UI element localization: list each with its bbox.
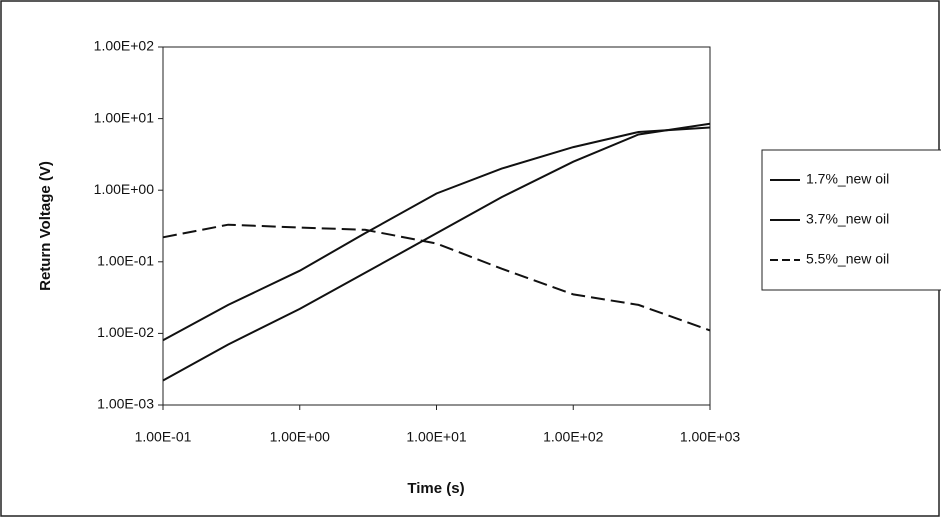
x-tick-label: 1.00E+03 [680, 429, 741, 445]
y-tick-label: 1.00E-02 [97, 324, 154, 340]
x-axis-title: Time (s) [407, 480, 464, 497]
x-tick-label: 1.00E+02 [543, 429, 604, 445]
y-tick-label: 1.00E-01 [97, 253, 154, 269]
series-line [162, 122, 711, 382]
legend-label: 1.7%_new oil [806, 171, 889, 187]
x-tick-label: 1.00E+01 [406, 429, 467, 445]
y-tick-label: 1.00E-03 [97, 396, 154, 412]
legend-label: 3.7%_new oil [806, 211, 889, 227]
x-tick-label: 1.00E+00 [270, 429, 331, 445]
y-axis-title: Return Voltage (V) [37, 161, 54, 291]
y-tick-label: 1.00E+01 [94, 109, 155, 125]
y-tick-label: 1.00E+00 [94, 181, 155, 197]
y-tick-label: 1.00E+02 [94, 38, 155, 54]
x-tick-label: 1.00E-01 [135, 429, 192, 445]
legend-label: 5.5%_new oil [806, 251, 889, 267]
series-line [162, 223, 711, 332]
series-line [162, 126, 711, 342]
